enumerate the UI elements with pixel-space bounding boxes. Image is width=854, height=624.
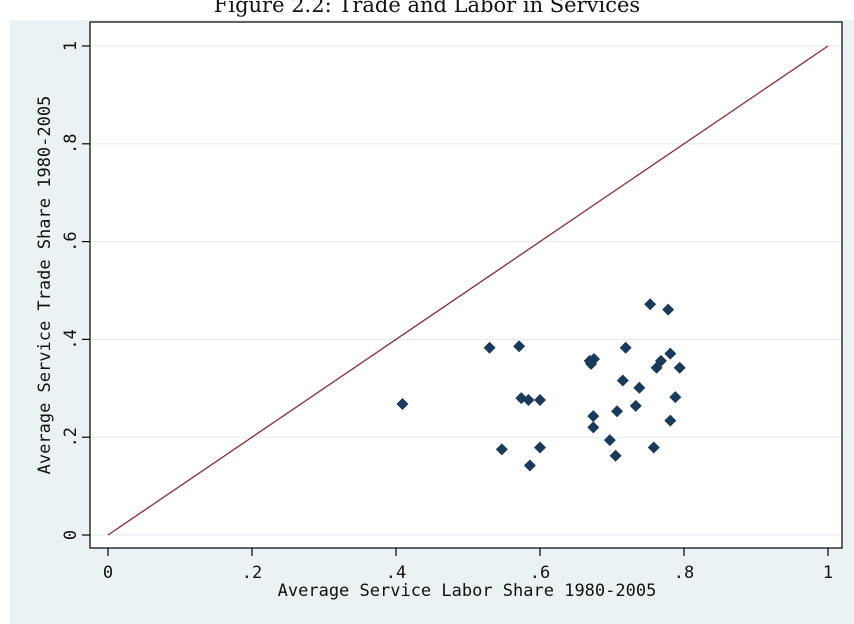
x-tick-label-1: .2 xyxy=(242,563,262,583)
y-axis-ticks: 0 .2 .4 .6 .8 1 xyxy=(61,41,90,540)
data-point-21 xyxy=(644,298,657,311)
data-point-6 xyxy=(523,459,536,472)
data-point-0 xyxy=(396,397,409,410)
x-tick-label-3: .6 xyxy=(530,563,550,583)
y-tick-label-4: .8 xyxy=(61,134,81,154)
data-point-24 xyxy=(654,354,667,367)
x-tick-label-2: .4 xyxy=(386,563,406,583)
data-point-14 xyxy=(603,434,616,447)
x-axis-ticks: 0 .2 .4 .6 .8 1 xyxy=(103,548,833,583)
data-point-1 xyxy=(483,341,496,354)
data-point-18 xyxy=(619,341,632,354)
data-point-22 xyxy=(647,441,660,454)
data-point-12 xyxy=(587,410,600,423)
data-point-26 xyxy=(664,414,677,427)
data-point-19 xyxy=(629,399,642,412)
data-point-5 xyxy=(522,394,535,407)
data-point-11 xyxy=(588,352,600,365)
x-tick-label-0: 0 xyxy=(103,563,113,583)
x-axis-title: Average Service Labor Share 1980-2005 xyxy=(278,581,657,601)
reference-line-group xyxy=(107,45,829,536)
x-tick-label-5: 1 xyxy=(823,563,833,583)
y-tick-label-3: .6 xyxy=(61,231,81,251)
y-tick-label-1: .2 xyxy=(61,427,81,447)
data-point-20 xyxy=(633,381,646,394)
x-tick-label-4: .8 xyxy=(674,563,694,583)
reference-line xyxy=(107,45,829,536)
y-tick-label-0: 0 xyxy=(61,530,81,540)
data-point-13 xyxy=(587,421,600,434)
data-point-17 xyxy=(616,374,629,387)
grid-lines xyxy=(91,45,841,536)
y-tick-label-5: 1 xyxy=(61,41,81,51)
data-point-7 xyxy=(534,394,546,407)
data-point-28 xyxy=(669,391,682,404)
y-axis-title: Average Service Trade Share 1980-2005 xyxy=(35,96,55,475)
data-point-2 xyxy=(495,443,508,456)
data-point-29 xyxy=(673,361,686,374)
data-point-15 xyxy=(609,449,622,462)
data-point-3 xyxy=(513,340,526,353)
data-point-16 xyxy=(611,405,624,418)
data-point-25 xyxy=(662,303,675,316)
y-tick-label-2: .4 xyxy=(61,329,81,349)
data-point-27 xyxy=(664,347,677,360)
chart-title: Figure 2.2: Trade and Labor in Services xyxy=(213,0,641,17)
data-point-8 xyxy=(534,441,546,454)
data-points xyxy=(396,298,686,472)
plot-area xyxy=(89,21,843,549)
